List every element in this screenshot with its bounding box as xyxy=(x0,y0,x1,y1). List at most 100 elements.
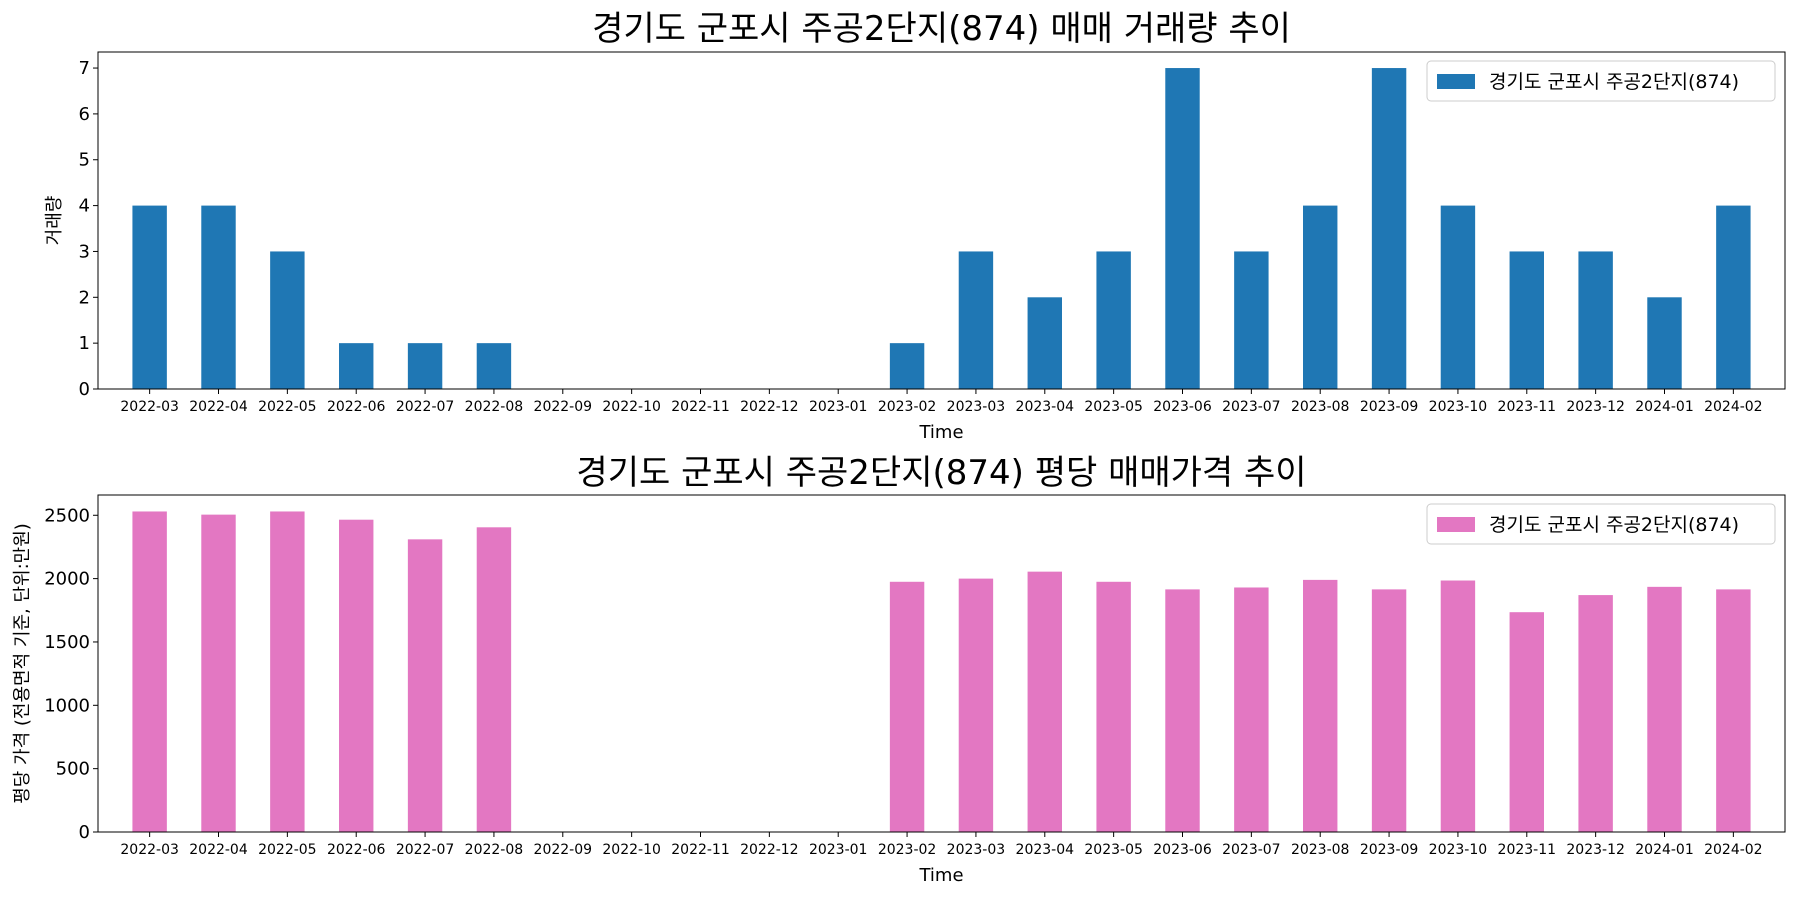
volume-y-axis-label: 거래량 xyxy=(44,196,65,246)
price-bar-2023-12 xyxy=(1578,595,1613,832)
volume-x-tick-label-2023-01: 2023-01 xyxy=(809,399,868,415)
price-x-tick-label-2022-12: 2022-12 xyxy=(740,842,799,858)
volume-plot-frame xyxy=(97,51,1786,390)
volume-bar-2023-10 xyxy=(1440,205,1476,389)
price-bar-2022-06 xyxy=(339,519,374,832)
volume-x-tick-label-2023-09: 2023-09 xyxy=(1360,399,1419,415)
volume-y-tick-label-1: 1 xyxy=(79,333,90,354)
price-x-tick-label-2023-11: 2023-11 xyxy=(1498,842,1557,858)
price-bar-2022-07 xyxy=(407,539,443,832)
volume-bar-2022-04 xyxy=(201,205,236,389)
price-y-tick-label-2500: 2500 xyxy=(44,505,90,526)
volume-legend-label: 경기도 군포시 주공2단지(874) xyxy=(1489,71,1739,93)
price-bar-2022-08 xyxy=(476,527,512,832)
volume-x-tick-label-2023-11: 2023-11 xyxy=(1498,399,1557,415)
price-x-tick-label-2023-07: 2023-07 xyxy=(1222,842,1281,858)
price-x-tick-label-2022-06: 2022-06 xyxy=(327,842,386,858)
volume-x-tick-label-2022-07: 2022-07 xyxy=(396,399,455,415)
price-y-tick-label-1000: 1000 xyxy=(44,695,90,716)
volume-bar-2023-06 xyxy=(1165,68,1200,390)
volume-legend-box xyxy=(1426,60,1776,102)
price-bar-2023-02 xyxy=(889,581,925,832)
price-legend-swatch xyxy=(1437,517,1475,532)
price-bar-2022-03 xyxy=(132,511,167,832)
price-bar-2023-03 xyxy=(958,578,994,832)
price-x-tick-label-2023-04: 2023-04 xyxy=(1016,842,1075,858)
volume-x-tick-label-2023-08: 2023-08 xyxy=(1291,399,1350,415)
volume-x-axis-label: Time xyxy=(918,422,963,443)
volume-bar-2022-03 xyxy=(132,205,167,389)
volume-bar-2023-12 xyxy=(1578,251,1613,389)
volume-y-tick-label-0: 0 xyxy=(79,379,90,400)
volume-x-tick-label-2022-09: 2022-09 xyxy=(534,399,593,415)
volume-y-tick-label-2: 2 xyxy=(79,287,90,308)
price-bar-2023-09 xyxy=(1371,589,1407,832)
volume-bar-2024-01 xyxy=(1647,297,1682,389)
volume-y-tick-label-6: 6 xyxy=(79,104,90,125)
price-legend-label: 경기도 군포시 주공2단지(874) xyxy=(1489,514,1739,536)
volume-bar-2022-07 xyxy=(407,343,443,389)
volume-bar-2022-08 xyxy=(476,343,512,389)
volume-bar-2023-11 xyxy=(1509,251,1544,389)
volume-x-tick-label-2024-01: 2024-01 xyxy=(1635,399,1694,415)
volume-x-tick-label-2022-05: 2022-05 xyxy=(258,399,317,415)
volume-bar-2023-07 xyxy=(1234,251,1269,389)
volume-x-tick-label-2023-10: 2023-10 xyxy=(1429,399,1488,415)
volume-x-tick-label-2023-02: 2023-02 xyxy=(878,399,937,415)
volume-bar-2022-06 xyxy=(339,343,374,389)
price-legend-box xyxy=(1426,503,1776,545)
price-bar-2024-02 xyxy=(1716,589,1751,832)
price-bar-2023-08 xyxy=(1303,579,1338,832)
volume-x-tick-label-2023-06: 2023-06 xyxy=(1153,399,1212,415)
volume-x-tick-label-2024-02: 2024-02 xyxy=(1704,399,1763,415)
volume-bar-2023-02 xyxy=(889,343,925,389)
price-y-tick-label-2000: 2000 xyxy=(44,569,90,590)
volume-legend: 경기도 군포시 주공2단지(874) xyxy=(1426,60,1776,102)
price-x-tick-label-2022-10: 2022-10 xyxy=(602,842,661,858)
price-bar-2023-07 xyxy=(1234,587,1269,832)
volume-bar-2022-05 xyxy=(270,251,305,389)
volume-bar-2023-05 xyxy=(1096,251,1131,389)
volume-bar-2024-02 xyxy=(1716,205,1751,389)
volume-bar-2023-09 xyxy=(1371,68,1407,390)
price-x-tick-label-2023-08: 2023-08 xyxy=(1291,842,1350,858)
price-x-tick-label-2024-02: 2024-02 xyxy=(1704,842,1763,858)
volume-x-tick-label-2022-06: 2022-06 xyxy=(327,399,386,415)
price-y-tick-label-500: 500 xyxy=(56,759,90,780)
price-y-tick-label-0: 0 xyxy=(79,822,90,843)
volume-legend-swatch xyxy=(1437,74,1475,89)
price-x-tick-label-2023-03: 2023-03 xyxy=(947,842,1006,858)
volume-y-tick-label-4: 4 xyxy=(79,196,90,217)
price-bar-2023-04 xyxy=(1027,571,1062,832)
volume-x-tick-label-2022-11: 2022-11 xyxy=(671,399,730,415)
volume-x-tick-label-2023-05: 2023-05 xyxy=(1084,399,1143,415)
price-x-tick-label-2023-05: 2023-05 xyxy=(1084,842,1143,858)
price-x-tick-label-2024-01: 2024-01 xyxy=(1635,842,1694,858)
price-plot-frame xyxy=(97,494,1786,833)
volume-x-tick-label-2023-04: 2023-04 xyxy=(1016,399,1075,415)
price-legend: 경기도 군포시 주공2단지(874) xyxy=(1426,503,1776,545)
price-bar-2023-05 xyxy=(1096,581,1131,832)
volume-x-tick-label-2022-12: 2022-12 xyxy=(740,399,799,415)
price-x-tick-label-2022-07: 2022-07 xyxy=(396,842,455,858)
price-chart-panel: 경기도 군포시 주공2단지(874) 평당 매매가격 추이 2022-03 2022… xyxy=(12,453,1786,886)
price-x-tick-label-2022-05: 2022-05 xyxy=(258,842,317,858)
price-chart-title: 경기도 군포시 주공2단지(874) 평당 매매가격 추이 xyxy=(576,453,1306,493)
volume-y-tick-label-3: 3 xyxy=(79,241,90,262)
price-x-tick-label-2023-02: 2023-02 xyxy=(878,842,937,858)
price-x-tick-label-2022-09: 2022-09 xyxy=(534,842,593,858)
price-x-tick-label-2022-11: 2022-11 xyxy=(671,842,730,858)
volume-bar-2023-08 xyxy=(1303,205,1338,389)
volume-x-tick-label-2023-07: 2023-07 xyxy=(1222,399,1281,415)
price-bar-2023-10 xyxy=(1440,580,1476,832)
price-x-tick-label-2023-06: 2023-06 xyxy=(1153,842,1212,858)
price-y-axis-label: 평당 가격 (전용면적 기준, 단위:만원) xyxy=(12,523,33,804)
price-x-tick-label-2023-09: 2023-09 xyxy=(1360,842,1419,858)
price-x-tick-label-2022-04: 2022-04 xyxy=(189,842,248,858)
price-x-tick-label-2022-08: 2022-08 xyxy=(465,842,524,858)
price-x-tick-label-2023-12: 2023-12 xyxy=(1566,842,1625,858)
price-bar-2023-11 xyxy=(1509,612,1544,832)
volume-bar-2023-03 xyxy=(958,251,994,389)
volume-x-tick-label-2022-03: 2022-03 xyxy=(120,399,179,415)
